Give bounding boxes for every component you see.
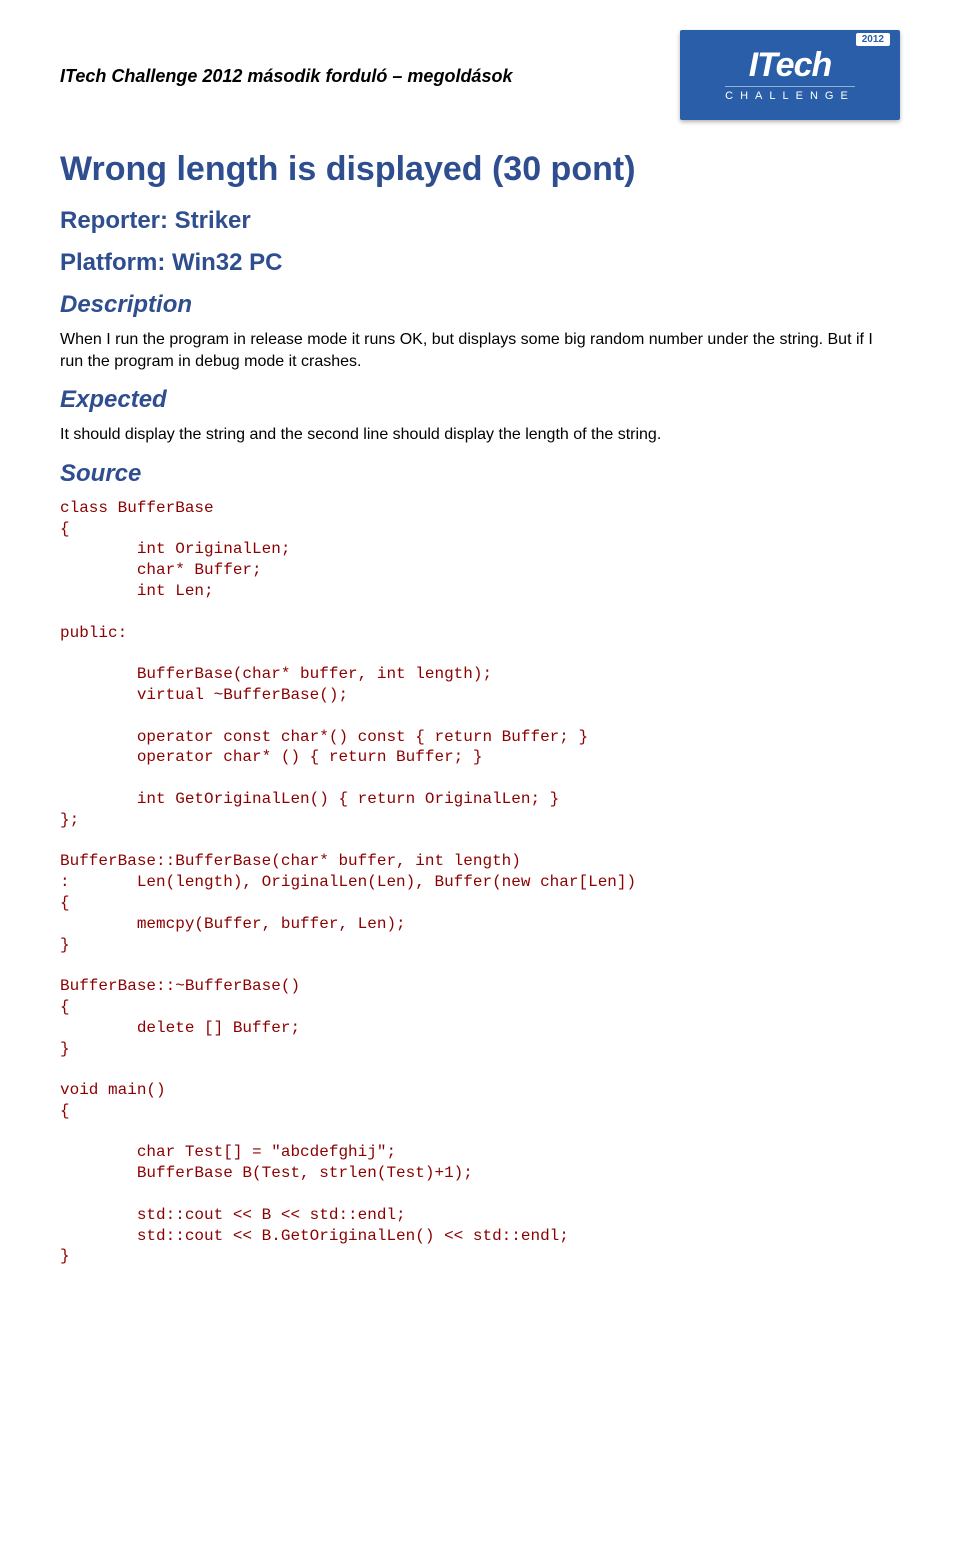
reporter-heading: Reporter: Striker [60,207,900,235]
logo: 2012 ITech CHALLENGE [680,30,900,120]
source-heading: Source [60,460,900,488]
page: ITech Challenge 2012 második forduló – m… [0,0,960,1307]
logo-year-badge: 2012 [856,33,890,46]
page-header: ITech Challenge 2012 második forduló – m… [60,30,900,120]
description-heading: Description [60,291,900,319]
logo-sub-text: CHALLENGE [725,86,855,102]
source-code: class BufferBase { int OriginalLen; char… [60,498,900,1267]
running-header: ITech Challenge 2012 második forduló – m… [60,30,512,87]
description-text: When I run the program in release mode i… [60,329,900,372]
logo-main-text: ITech [749,48,832,82]
page-title: Wrong length is displayed (30 pont) [60,150,900,189]
expected-heading: Expected [60,386,900,414]
expected-text: It should display the string and the sec… [60,424,900,446]
platform-heading: Platform: Win32 PC [60,249,900,277]
